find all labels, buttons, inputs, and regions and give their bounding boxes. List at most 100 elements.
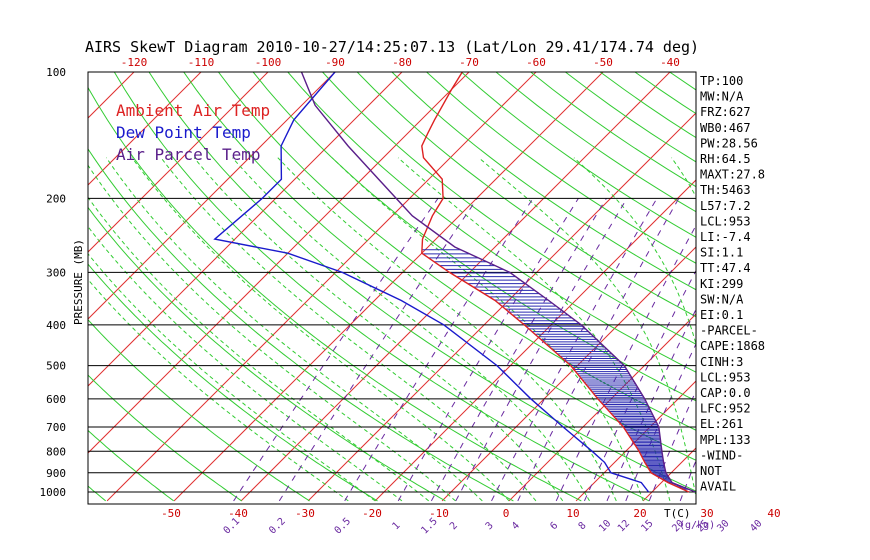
plot-frame [87, 71, 697, 505]
mixing-ratio-tick-label: 40 [748, 518, 764, 534]
pressure-tick-label: 300 [46, 266, 66, 279]
mixing-ratio-tick-label: 3 [484, 520, 496, 532]
mixing-ratio-line [583, 269, 696, 502]
stat-entry: CAPE:1868 [700, 339, 765, 353]
mixing-ratio-tick-label: 12 [616, 518, 632, 534]
stat-entry: LI:-7.4 [700, 230, 751, 244]
isotherm-line [88, 72, 202, 186]
bottom-temperature-tick-label: 30 [700, 507, 713, 520]
dry-adiabat-line [183, 72, 696, 461]
top-temperature-tick-label: -60 [526, 56, 546, 69]
dry-adiabat-line [739, 72, 870, 501]
dry-adiabat-line [148, 72, 696, 492]
bottom-temperature-tick-label: -50 [161, 507, 181, 520]
top-temperature-tick-label: -40 [660, 56, 680, 69]
pressure-tick-label: 200 [46, 192, 66, 205]
stat-entry: AVAIL [700, 480, 736, 494]
dry-adiabat-line [88, 86, 582, 502]
pressure-axis: 100 200 300 400 500 600 700 800 900 1000 [40, 66, 67, 499]
stat-entry: EL:261 [700, 417, 743, 431]
stat-entry: RH:64.5 [700, 152, 751, 166]
dry-adiabat-line [88, 148, 514, 502]
isotherm-line [777, 63, 870, 501]
isotherm-line [106, 72, 537, 502]
mixing-ratio-tick-label: 8 [577, 520, 589, 532]
isotherm-line [88, 72, 470, 454]
top-temperature-tick-label: -120 [121, 56, 148, 69]
dry-adiabat-line [391, 72, 696, 291]
moist-adiabat-line [88, 196, 430, 502]
mixing-ratio-tick-label: 2 [448, 520, 460, 532]
moist-adiabat-line [88, 225, 403, 502]
dry-adiabat-line [287, 72, 696, 373]
mixing-ratio-line [233, 198, 439, 502]
mixing-ratio-tick-label: 0.5 [333, 516, 354, 537]
mixing-ratio-line [430, 198, 607, 502]
dry-adiabat-line [322, 72, 696, 345]
mixing-ratio-line [606, 308, 696, 502]
stat-entry: MPL:133 [700, 433, 751, 447]
mixing-ratio-line [278, 198, 478, 502]
legend-entry: Ambient Air Temp [116, 101, 270, 120]
mixing-ratio-tick-label: 1 [390, 520, 402, 532]
mixing-ratio-line [679, 459, 696, 502]
top-temperature-tick-label: -50 [593, 56, 613, 69]
mixing-ratio-unit-label: (g/kg) [679, 520, 715, 531]
mixing-ratio-line [555, 224, 696, 502]
isotherm-line [508, 313, 696, 502]
mixing-ratio-tick-label: 15 [639, 518, 655, 534]
dew-point-line [213, 72, 650, 493]
stat-entry: MW:N/A [700, 90, 744, 104]
isotherm-line [844, 63, 870, 501]
dry-adiabat-line [356, 72, 696, 318]
moist-adiabat-line [88, 164, 456, 502]
dry-adiabat-line [113, 72, 650, 502]
bottom-temperature-tick-label: -30 [295, 507, 315, 520]
top-temperature-tick-label: -110 [188, 56, 215, 69]
stat-entry: LFC:952 [700, 402, 751, 416]
bottom-temperature-axis: -50 -40 -30 -20 -10 0 10 20 30 40 [161, 507, 781, 520]
parcel-temp-line [300, 72, 696, 493]
isotherm-line [0, 63, 76, 501]
stat-entry: KI:299 [700, 277, 743, 291]
pressure-tick-label: 800 [46, 445, 66, 458]
temperature-unit-label: T(C) [664, 507, 691, 520]
stat-entry: MAXT:27.8 [700, 168, 765, 182]
stat-entry: TT:47.4 [700, 261, 751, 275]
dry-adiabat-line [88, 485, 107, 502]
dry-adiabat-line [218, 72, 696, 431]
stat-entry: -WIND- [700, 448, 743, 462]
dry-adiabat-line [808, 72, 870, 501]
moist-adiabat-line [88, 253, 376, 502]
moist-adiabat-line [193, 157, 564, 502]
mixing-ratio-line [491, 198, 658, 502]
stat-entry: TH:5463 [700, 183, 751, 197]
dry-adiabat-line [843, 72, 870, 501]
cape-hatching [421, 249, 689, 490]
mixing-ratio-tick-label: 10 [597, 518, 613, 534]
dry-adiabat-line [774, 72, 870, 501]
moist-adiabat-line [105, 157, 483, 502]
profile-series [213, 72, 696, 493]
bottom-temperature-tick-label: -40 [228, 507, 248, 520]
mixing-ratio-line [758, 198, 870, 501]
pressure-tick-label: 600 [46, 393, 66, 406]
bottom-temperature-tick-label: 0 [503, 507, 510, 520]
stat-entry: TP:100 [700, 74, 743, 88]
stat-entry: -PARCEL- [700, 324, 758, 338]
bottom-temperature-tick-label: -20 [362, 507, 382, 520]
mixing-ratio-line [517, 198, 680, 502]
legend-entry: Dew Point Temp [116, 123, 251, 142]
stat-entry: FRZ:627 [700, 105, 751, 119]
stat-entry: WB0:467 [700, 121, 751, 135]
dry-adiabat-line [88, 429, 174, 502]
stat-entry: SW:N/A [700, 292, 744, 306]
isotherm-line [0, 63, 9, 501]
stat-entry: LCL:953 [700, 214, 751, 228]
pressure-tick-label: 900 [46, 467, 66, 480]
top-temperature-tick-label: -100 [255, 56, 282, 69]
stat-entry: PW:28.56 [700, 136, 758, 150]
stat-entry: NOT [700, 464, 722, 478]
moist-adiabat-line [131, 157, 510, 502]
